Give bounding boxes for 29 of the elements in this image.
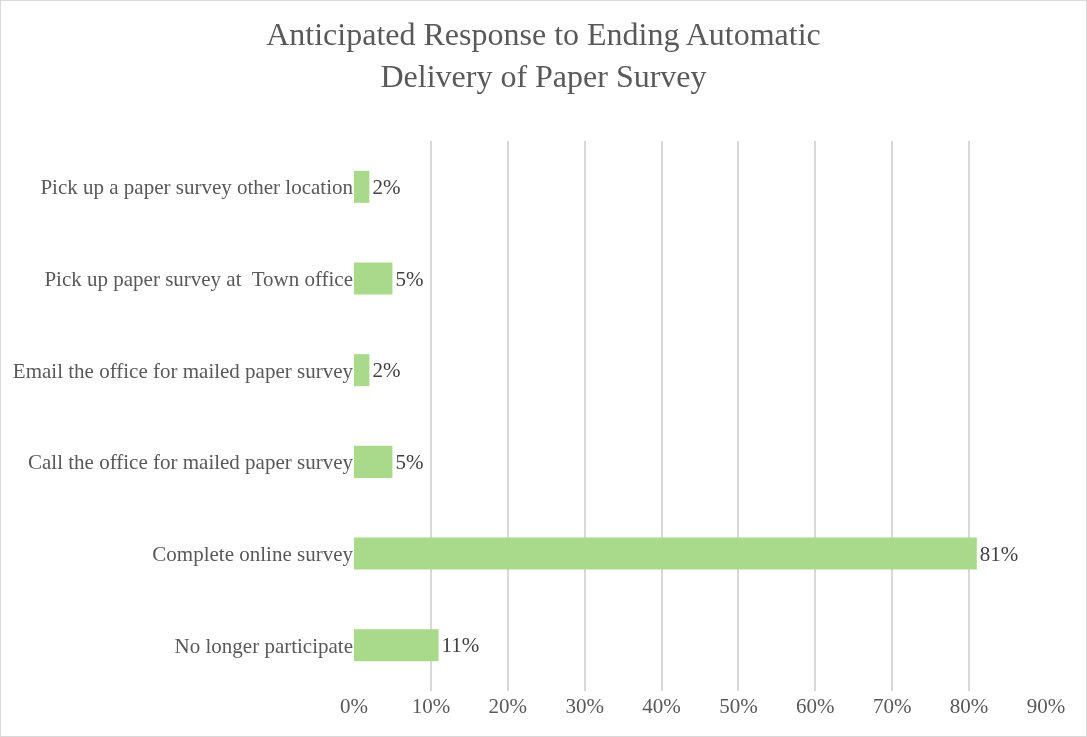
data-label: 11% [441, 633, 480, 658]
y-tick-label: Pick up a paper survey other location [40, 175, 354, 200]
x-tick-label: 0% [340, 694, 368, 718]
y-tick-label: Email the office for mailed paper survey [12, 358, 354, 383]
bar [354, 262, 393, 295]
data-label: 2% [372, 358, 401, 383]
x-tick-label: 60% [796, 694, 835, 718]
data-label: 2% [372, 174, 401, 199]
y-tick-label: Complete online survey [152, 541, 354, 566]
bar [354, 629, 439, 662]
bar [354, 354, 370, 387]
y-tick-label: No longer participate [174, 633, 353, 658]
x-tick-label: 30% [565, 694, 604, 718]
x-tick-label: 10% [411, 694, 451, 718]
data-label: 5% [395, 266, 424, 291]
bar [354, 170, 370, 203]
x-tick-label: 40% [642, 694, 681, 718]
y-tick-label: Call the office for mailed paper survey [28, 450, 354, 475]
chart-title: Anticipated Response to Ending Automatic Delivery of Paper Survey [266, 16, 821, 94]
x-tick-label: 70% [872, 694, 912, 718]
x-tick-label: 50% [719, 694, 758, 718]
x-tick-label: 80% [949, 694, 989, 718]
data-label: 5% [395, 449, 424, 474]
bar [354, 445, 393, 478]
x-tick-label: 90% [1026, 694, 1066, 718]
y-tick-label: Pick up paper survey at Town office [44, 266, 353, 291]
bar [354, 537, 977, 570]
data-label: 81% [979, 541, 1019, 566]
x-tick-label: 20% [488, 694, 528, 718]
